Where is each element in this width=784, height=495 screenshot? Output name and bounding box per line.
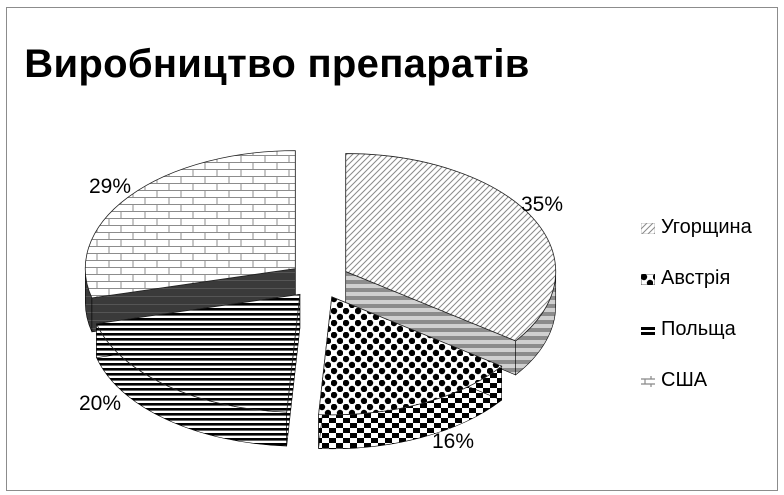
- data-label-austria: 16%: [432, 430, 475, 453]
- legend-label: Польща: [661, 318, 736, 340]
- pie-slice-poland: [95, 293, 301, 447]
- legend-swatch-diagonal-dots-icon: [641, 223, 655, 234]
- legend-label: США: [661, 369, 708, 391]
- data-label-hungary: 35%: [521, 193, 564, 216]
- pie-plot: [84, 150, 557, 450]
- data-label-poland: 20%: [79, 392, 122, 415]
- chart-frame: Виробництво препаратів: [6, 7, 778, 491]
- data-label-usa: 29%: [89, 175, 132, 198]
- legend-label: Угорщина: [661, 216, 752, 238]
- slice-top-hungary: [345, 153, 557, 342]
- pie-slice-usa: [84, 150, 296, 333]
- pie-slice-hungary: [345, 153, 557, 376]
- chart-title: Виробництво препаратів: [24, 42, 530, 86]
- slice-top-poland: [95, 293, 301, 413]
- legend-swatch-brick-icon: [641, 376, 655, 387]
- slice-top-usa: [84, 150, 296, 299]
- legend-swatch-stripes-icon: [641, 325, 655, 336]
- legend-swatch-checker-icon: [641, 274, 655, 285]
- pie-slice-austria: [318, 296, 503, 450]
- slice-top-austria: [318, 296, 503, 416]
- legend-label: Австрія: [661, 267, 731, 289]
